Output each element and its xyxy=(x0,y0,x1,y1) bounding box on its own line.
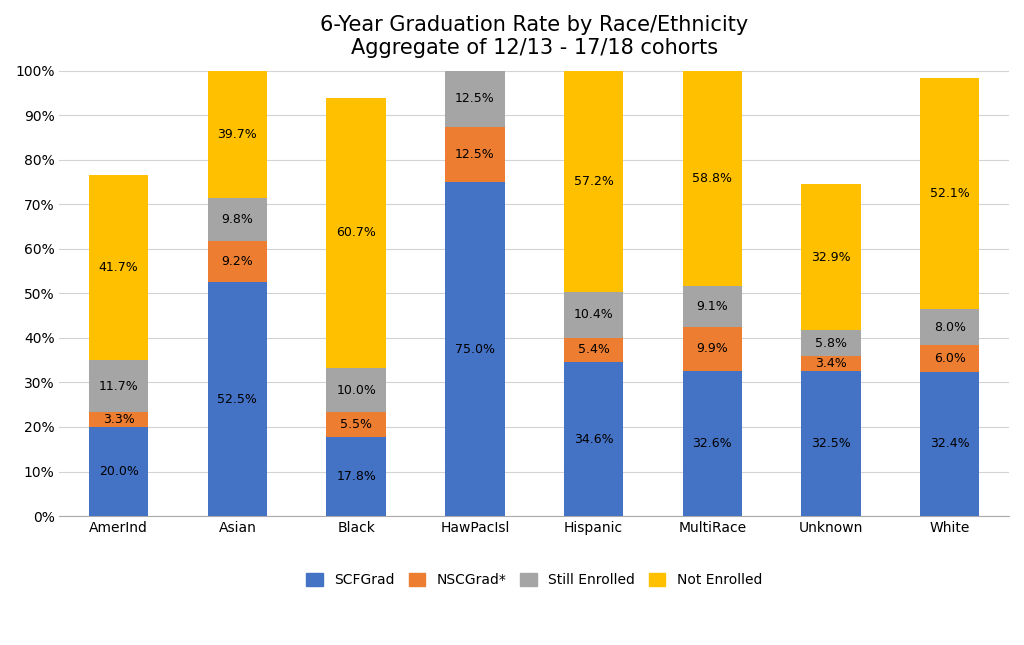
Bar xyxy=(327,368,386,412)
Bar xyxy=(89,412,148,427)
Bar xyxy=(920,310,979,345)
Text: 39.7%: 39.7% xyxy=(217,128,257,141)
Text: 3.3%: 3.3% xyxy=(102,413,134,426)
Text: 5.4%: 5.4% xyxy=(578,344,609,357)
Text: 12.5%: 12.5% xyxy=(455,148,495,161)
Bar xyxy=(683,371,742,516)
Text: 32.5%: 32.5% xyxy=(811,437,851,450)
Bar xyxy=(920,372,979,516)
Text: 10.4%: 10.4% xyxy=(573,308,613,321)
Bar xyxy=(208,198,267,241)
Text: 60.7%: 60.7% xyxy=(336,226,376,239)
Text: 10.0%: 10.0% xyxy=(336,384,376,397)
Text: 8.0%: 8.0% xyxy=(934,321,966,333)
Text: 41.7%: 41.7% xyxy=(99,261,138,274)
Bar xyxy=(89,360,148,412)
Text: 52.1%: 52.1% xyxy=(930,187,970,200)
Text: 9.9%: 9.9% xyxy=(696,342,728,355)
Text: 75.0%: 75.0% xyxy=(455,342,495,355)
Bar xyxy=(801,372,860,516)
Text: 32.9%: 32.9% xyxy=(811,251,851,264)
Text: 9.2%: 9.2% xyxy=(221,255,253,268)
Bar xyxy=(327,412,386,437)
Bar xyxy=(208,241,267,283)
Text: 6.0%: 6.0% xyxy=(934,352,966,365)
Bar xyxy=(445,71,505,126)
Title: 6-Year Graduation Rate by Race/Ethnicity
Aggregate of 12/13 - 17/18 cohorts: 6-Year Graduation Rate by Race/Ethnicity… xyxy=(321,15,749,58)
Bar xyxy=(683,286,742,327)
Text: 9.8%: 9.8% xyxy=(221,213,253,226)
Bar xyxy=(564,71,624,292)
Text: 11.7%: 11.7% xyxy=(99,380,138,393)
Text: 34.6%: 34.6% xyxy=(573,433,613,446)
Text: 52.5%: 52.5% xyxy=(217,393,257,406)
Bar xyxy=(801,330,860,356)
Bar xyxy=(208,71,267,198)
Bar xyxy=(683,327,742,371)
Text: 3.4%: 3.4% xyxy=(815,357,847,370)
Legend: SCFGrad, NSCGrad*, Still Enrolled, Not Enrolled: SCFGrad, NSCGrad*, Still Enrolled, Not E… xyxy=(301,568,767,593)
Bar xyxy=(801,356,860,372)
Text: 32.4%: 32.4% xyxy=(930,437,970,450)
Text: 12.5%: 12.5% xyxy=(455,92,495,105)
Text: 58.8%: 58.8% xyxy=(692,172,732,185)
Bar xyxy=(208,283,267,516)
Text: 9.1%: 9.1% xyxy=(696,300,728,313)
Bar xyxy=(89,175,148,360)
Text: 5.8%: 5.8% xyxy=(815,337,847,350)
Bar xyxy=(564,362,624,516)
Bar xyxy=(327,437,386,516)
Bar xyxy=(564,292,624,338)
Bar xyxy=(920,345,979,372)
Text: 57.2%: 57.2% xyxy=(573,175,613,188)
Text: 20.0%: 20.0% xyxy=(98,465,138,478)
Text: 17.8%: 17.8% xyxy=(336,470,376,483)
Text: 32.6%: 32.6% xyxy=(692,437,732,450)
Bar xyxy=(801,184,860,330)
Bar xyxy=(445,182,505,516)
Bar xyxy=(920,77,979,310)
Bar xyxy=(683,71,742,286)
Text: 5.5%: 5.5% xyxy=(340,418,372,431)
Bar xyxy=(327,97,386,368)
Bar xyxy=(564,338,624,362)
Bar xyxy=(89,427,148,516)
Bar xyxy=(445,126,505,182)
